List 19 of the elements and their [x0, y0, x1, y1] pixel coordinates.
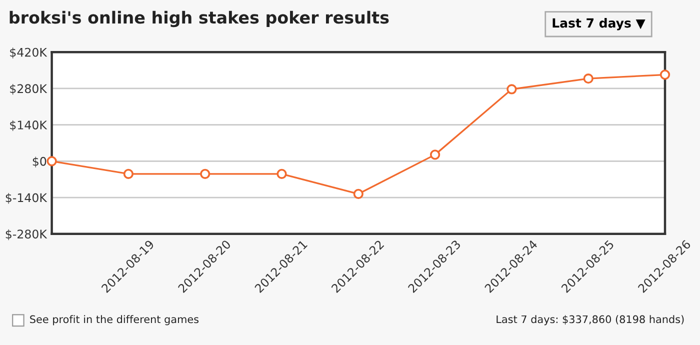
point — [506, 84, 517, 94]
y-tick-label: $-140K — [6, 193, 48, 204]
text: Last 7 days ▼ — [552, 18, 646, 30]
text: Last 7 days: $337,860 (8198 hands) — [496, 315, 684, 326]
y-tick-label: $140K — [10, 120, 48, 132]
text: See profit in the different games — [30, 315, 199, 326]
chart-title: broksi's online high stakes poker results — [10, 10, 389, 28]
y-tick-label: $280K — [10, 84, 48, 95]
point — [46, 156, 57, 166]
point — [200, 168, 210, 179]
point — [276, 168, 287, 179]
y-tick-label: $-280K — [6, 229, 48, 240]
point — [430, 150, 440, 160]
y-tick-label: $0 — [32, 156, 46, 168]
point — [583, 74, 594, 84]
point — [353, 188, 364, 199]
point — [123, 168, 134, 179]
point — [660, 70, 670, 80]
y-tick-label: $420K — [10, 48, 48, 58]
